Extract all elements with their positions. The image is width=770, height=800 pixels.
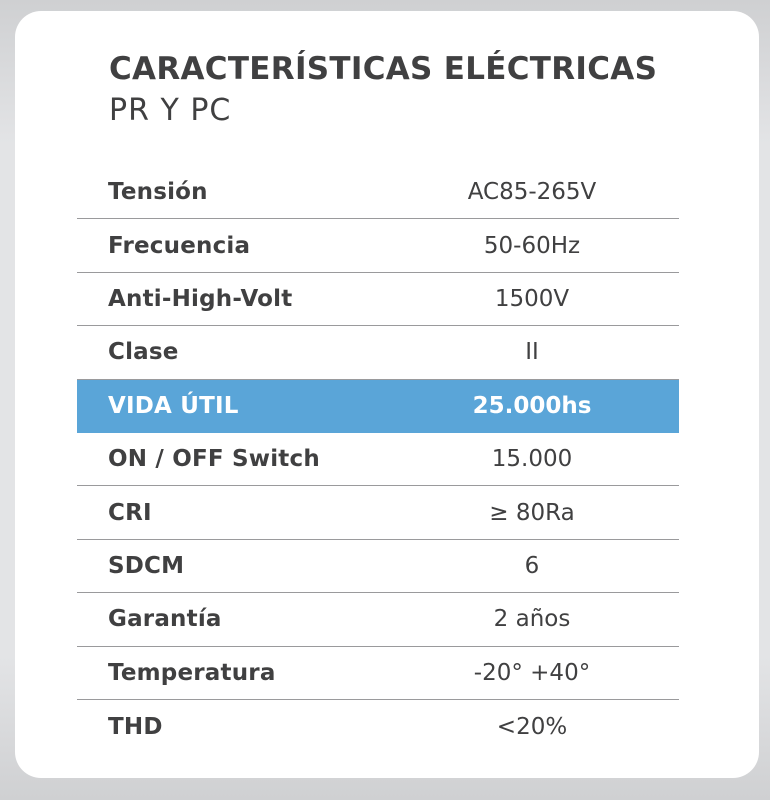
spec-row-on-off-switch: ON / OFF Switch 15.000: [77, 433, 679, 487]
spec-label: Garantía: [108, 606, 222, 633]
spec-row-vida-util: VIDA ÚTIL 25.000hs: [77, 379, 679, 433]
spec-value: 2 años: [493, 606, 571, 633]
card-subtitle: PR Y PC: [109, 93, 232, 128]
card-title: CARACTERÍSTICAS ELÉCTRICAS: [109, 51, 658, 87]
spec-label: ON / OFF Switch: [108, 446, 320, 473]
spec-row-tension: Tensión AC85-265V: [77, 166, 679, 220]
spec-table: Tensión AC85-265V Frecuencia 50-60Hz Ant…: [77, 166, 679, 753]
spec-value: <20%: [496, 713, 568, 740]
spec-value: II: [525, 339, 539, 366]
spec-label: Temperatura: [108, 659, 276, 686]
spec-label: Anti-High-Volt: [108, 285, 293, 312]
spec-row-garantia: Garantía 2 años: [77, 593, 679, 647]
spec-label: Clase: [108, 339, 179, 366]
spec-label: Frecuencia: [108, 232, 251, 259]
spec-value: AC85-265V: [467, 179, 597, 206]
spec-value: 6: [524, 552, 540, 579]
spec-value: 25.000hs: [472, 393, 592, 420]
spec-label: THD: [108, 713, 163, 740]
spec-row-frecuencia: Frecuencia 50-60Hz: [77, 219, 679, 273]
spec-row-clase: Clase II: [77, 326, 679, 380]
spec-row-thd: THD <20%: [77, 700, 679, 753]
spec-label: CRI: [108, 499, 152, 526]
spec-label: SDCM: [108, 552, 185, 579]
spec-label: VIDA ÚTIL: [108, 393, 239, 420]
spec-row-cri: CRI ≥ 80Ra: [77, 486, 679, 540]
spec-label: Tensión: [108, 179, 208, 206]
spec-value: -20° +40°: [473, 659, 591, 686]
spec-value: 50-60Hz: [483, 232, 581, 259]
spec-value: ≥ 80Ra: [489, 499, 575, 526]
spec-row-temperatura: Temperatura -20° +40°: [77, 647, 679, 700]
spec-value: 15.000: [491, 446, 573, 473]
spec-value: 1500V: [494, 285, 570, 312]
spec-row-anti-high-volt: Anti-High-Volt 1500V: [77, 273, 679, 327]
spec-row-sdcm: SDCM 6: [77, 540, 679, 594]
spec-card: CARACTERÍSTICAS ELÉCTRICAS PR Y PC Tensi…: [15, 11, 759, 778]
